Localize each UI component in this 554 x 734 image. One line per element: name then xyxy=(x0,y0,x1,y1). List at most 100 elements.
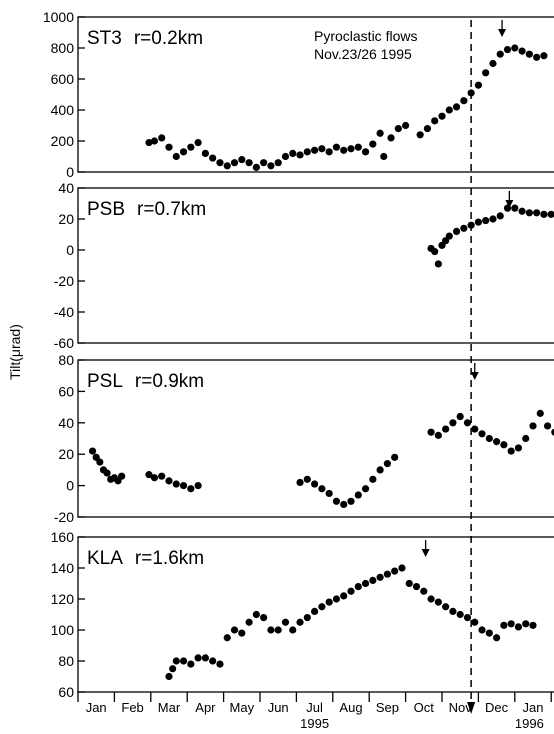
panel-psb: -60 -40 -20 0 20 40 PSB r=0.7km xyxy=(54,180,554,351)
data-point xyxy=(380,152,388,161)
data-point xyxy=(238,629,246,637)
data-point xyxy=(201,149,209,157)
data-point xyxy=(518,207,526,215)
data-point xyxy=(522,434,530,443)
data-point xyxy=(438,112,446,120)
data-point xyxy=(361,148,370,156)
y-tick-label: -20 xyxy=(54,273,74,289)
data-point xyxy=(529,422,537,430)
year-label-1996: 1996 xyxy=(515,716,544,731)
data-point xyxy=(478,626,486,634)
data-point xyxy=(361,579,370,588)
peak-arrowhead xyxy=(498,29,507,37)
data-point xyxy=(391,567,399,575)
y-tick-label: 60 xyxy=(58,383,74,399)
month-label: Jan xyxy=(523,700,544,715)
data-point xyxy=(376,573,384,581)
y-tick-label: -60 xyxy=(54,335,74,351)
event-annotation-line-1: Pyroclastic flows xyxy=(314,28,417,44)
data-point xyxy=(165,143,173,151)
data-point xyxy=(96,458,104,466)
data-point xyxy=(361,485,370,493)
panel-frame xyxy=(77,187,554,344)
y-tick-label: 40 xyxy=(58,415,74,431)
y-tick-label: 120 xyxy=(51,591,75,607)
data-point xyxy=(445,106,453,114)
data-point xyxy=(223,634,231,642)
data-point xyxy=(456,610,464,619)
data-point xyxy=(311,146,319,154)
data-point xyxy=(460,97,468,105)
data-point xyxy=(474,218,482,226)
data-point xyxy=(145,471,153,479)
data-point xyxy=(179,482,188,490)
panel-label: PSB r=0.7km xyxy=(87,199,206,220)
data-point xyxy=(172,152,180,161)
data-point xyxy=(230,159,239,167)
data-point xyxy=(303,614,311,622)
data-point xyxy=(442,603,450,611)
data-point xyxy=(347,587,355,595)
data-point xyxy=(318,145,326,153)
data-point xyxy=(281,152,290,161)
panel-psl: -20 0 20 40 60 80 PSL r=0.9km xyxy=(54,352,554,525)
data-point xyxy=(456,412,464,421)
station-distance: r=0.9km xyxy=(135,371,204,392)
data-point xyxy=(274,159,282,167)
data-point xyxy=(274,626,282,634)
panel-kla: 60 80 100 120 140 160 KLA r=1.6km xyxy=(51,529,554,700)
data-point xyxy=(369,475,377,483)
data-point xyxy=(496,212,504,220)
peak-arrowhead xyxy=(421,549,430,557)
data-point xyxy=(522,620,530,628)
data-point xyxy=(500,621,508,629)
data-point xyxy=(500,441,508,449)
data-point xyxy=(311,607,319,616)
panel-st3: 0 200 400 600 800 1000 ST3 r=0.2km xyxy=(43,9,554,180)
data-point xyxy=(179,148,188,156)
data-point xyxy=(347,497,355,505)
data-point xyxy=(431,247,439,256)
data-point xyxy=(445,232,453,240)
data-point xyxy=(245,159,253,167)
data-point xyxy=(347,145,355,153)
data-point xyxy=(281,618,290,626)
y-tick-label: 400 xyxy=(51,102,75,118)
y-tick-label: 600 xyxy=(51,71,75,87)
data-point xyxy=(383,570,391,578)
month-label: May xyxy=(230,700,255,715)
data-point xyxy=(260,159,268,167)
data-point xyxy=(540,210,548,218)
data-point xyxy=(427,595,435,603)
data-point xyxy=(529,621,537,629)
y-tick-label: 1000 xyxy=(43,9,74,25)
y-tick-label: 100 xyxy=(51,622,75,638)
panel-label: KLA r=1.6km xyxy=(87,548,204,569)
y-tick-label: -40 xyxy=(54,304,74,320)
data-point xyxy=(398,564,406,572)
panel-frame xyxy=(77,536,554,693)
month-label: Feb xyxy=(121,700,143,715)
data-point xyxy=(325,598,333,606)
data-point xyxy=(420,587,428,595)
data-point xyxy=(383,460,391,468)
data-point xyxy=(485,434,493,443)
data-point xyxy=(503,45,512,54)
y-tick-label: 140 xyxy=(51,560,75,576)
data-point xyxy=(489,59,497,68)
data-point xyxy=(449,607,457,616)
data-point xyxy=(187,660,195,668)
data-point xyxy=(303,148,311,156)
data-point xyxy=(405,579,413,588)
month-label: Aug xyxy=(339,700,362,715)
data-point xyxy=(391,453,399,461)
data-point xyxy=(478,430,486,438)
panel-frame xyxy=(77,16,554,173)
y-tick-label: 80 xyxy=(58,352,74,368)
pyroclastic-flow-arrowhead xyxy=(467,702,476,714)
data-point xyxy=(88,447,97,455)
data-point xyxy=(540,52,548,60)
month-label: Oct xyxy=(414,700,435,715)
data-point xyxy=(296,151,304,159)
data-point xyxy=(332,497,341,505)
